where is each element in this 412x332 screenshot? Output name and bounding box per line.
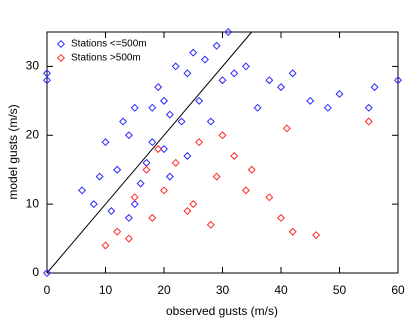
scatter-point bbox=[253, 103, 262, 112]
x-tick-label: 0 bbox=[44, 283, 51, 297]
scatter-point bbox=[288, 69, 297, 78]
scatter-point bbox=[200, 55, 209, 64]
scatter-point bbox=[189, 200, 198, 209]
legend-marker bbox=[56, 39, 66, 49]
y-tick-label: 10 bbox=[26, 196, 40, 210]
scatter-point bbox=[276, 83, 286, 92]
scatter-point bbox=[124, 234, 133, 243]
scatter-point bbox=[159, 186, 169, 195]
legend-text: Stations <=500m bbox=[71, 39, 147, 50]
scatter-point bbox=[241, 186, 250, 195]
y-tick-label: 30 bbox=[26, 59, 40, 73]
scatter-point bbox=[107, 207, 116, 216]
y-tick-label: 0 bbox=[32, 265, 39, 279]
scatter-point bbox=[206, 117, 215, 126]
scatter-point bbox=[335, 89, 344, 98]
scatter-point bbox=[154, 83, 163, 92]
scatter-point bbox=[265, 76, 274, 85]
scatter-point bbox=[195, 96, 204, 105]
scatter-point bbox=[101, 241, 110, 250]
y-tick-label: 20 bbox=[26, 127, 40, 141]
scatter-point bbox=[265, 193, 274, 202]
scatter-point bbox=[206, 220, 215, 229]
scatter-point bbox=[119, 117, 128, 126]
scatter-point bbox=[323, 103, 332, 112]
scatter-point bbox=[113, 165, 122, 174]
x-tick-label: 10 bbox=[99, 283, 113, 297]
scatter-point bbox=[89, 200, 98, 209]
scatter-point bbox=[95, 172, 104, 181]
scatter-point bbox=[42, 69, 52, 78]
legend-text: Stations >500m bbox=[71, 53, 141, 64]
x-tick-label: 30 bbox=[216, 283, 230, 297]
scatter-point bbox=[154, 145, 163, 154]
scatter-point bbox=[171, 62, 180, 71]
x-axis-label: observed gusts (m/s) bbox=[166, 304, 278, 318]
scatter-point bbox=[165, 172, 174, 181]
scatter-point bbox=[130, 193, 139, 202]
scatter-point bbox=[393, 76, 403, 85]
scatter-point bbox=[148, 103, 157, 112]
scatter-point bbox=[159, 96, 169, 105]
scatter-point bbox=[165, 110, 174, 119]
scatter-point bbox=[142, 165, 151, 174]
scatter-point bbox=[212, 172, 221, 181]
scatter-point bbox=[195, 138, 204, 147]
scatter-point bbox=[312, 231, 321, 240]
x-tick-label: 60 bbox=[391, 283, 405, 297]
scatter-point bbox=[218, 76, 227, 85]
scatter-point bbox=[171, 158, 180, 167]
scatter-point bbox=[247, 165, 256, 174]
scatter-point bbox=[370, 83, 379, 92]
scatter-point bbox=[230, 69, 239, 78]
scatter-point bbox=[113, 227, 122, 236]
scatter-point bbox=[177, 117, 186, 126]
scatter-point bbox=[288, 227, 297, 236]
x-tick-label: 40 bbox=[274, 283, 288, 297]
scatter-point bbox=[148, 213, 157, 222]
scatter-point bbox=[230, 151, 239, 160]
scatter-point bbox=[130, 200, 139, 209]
scatter-point bbox=[183, 151, 192, 160]
scatter-point bbox=[306, 96, 315, 105]
scatter-point bbox=[212, 41, 221, 50]
scatter-point bbox=[364, 103, 373, 112]
scatter-point bbox=[142, 158, 151, 167]
scatter-point bbox=[136, 179, 145, 188]
scatter-point bbox=[42, 76, 52, 85]
scatter-point bbox=[78, 186, 87, 195]
scatter-point bbox=[276, 213, 286, 222]
y-axis-label: model gusts (m/s) bbox=[6, 104, 20, 199]
identity-line bbox=[46, 31, 253, 274]
scatter-point bbox=[148, 138, 157, 147]
x-tick-label: 20 bbox=[157, 283, 171, 297]
scatter-point bbox=[124, 131, 133, 140]
scatter-point bbox=[42, 268, 52, 278]
scatter-point bbox=[218, 131, 227, 140]
scatter-point bbox=[183, 207, 192, 216]
scatter-point bbox=[189, 48, 198, 57]
legend-marker bbox=[56, 53, 66, 63]
scatter-point bbox=[124, 213, 133, 222]
scatter-point bbox=[159, 145, 169, 154]
scatter-point bbox=[224, 27, 233, 37]
scatter-point bbox=[364, 117, 373, 126]
scatter-point bbox=[130, 103, 139, 112]
scatter-point bbox=[101, 138, 110, 147]
scatter-point bbox=[241, 62, 250, 71]
scatter-point bbox=[282, 124, 291, 133]
plot-frame bbox=[46, 31, 399, 274]
x-tick-label: 50 bbox=[333, 283, 347, 297]
scatter-point bbox=[183, 69, 192, 78]
